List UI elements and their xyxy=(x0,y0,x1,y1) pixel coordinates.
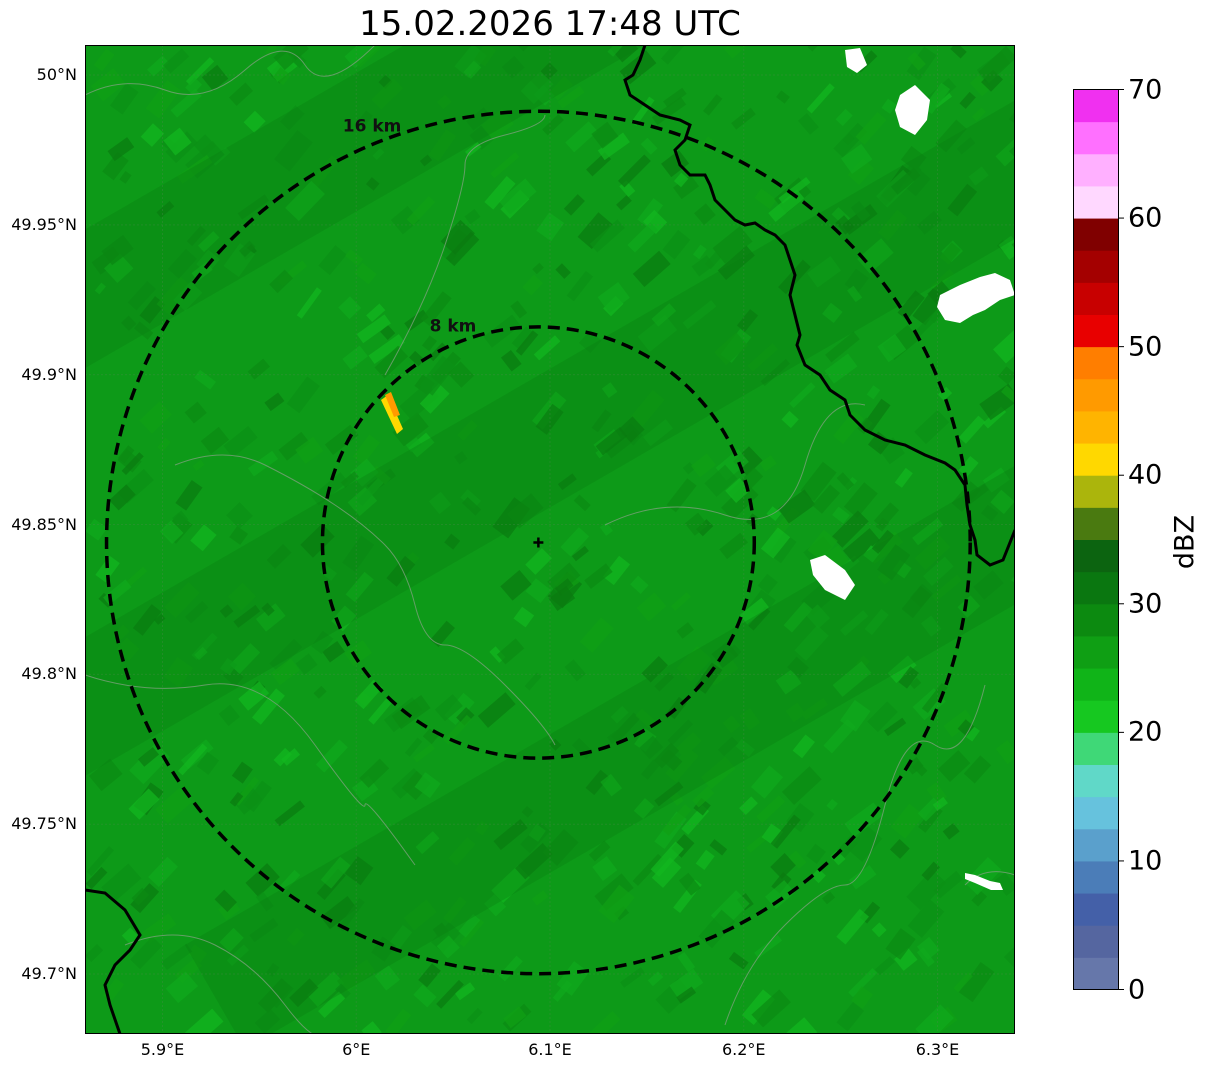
colorbar-swatch-18 xyxy=(1073,378,1119,412)
colorbar-swatch-17 xyxy=(1073,410,1119,444)
country-border xyxy=(623,45,1015,567)
colorbar-swatch-3 xyxy=(1073,860,1119,894)
admin-boundaries xyxy=(85,45,1015,1034)
colorbar-swatch-20 xyxy=(1073,314,1119,348)
lat-tick-label-5: 49.75°N xyxy=(11,814,77,834)
colorbar-swatch-19 xyxy=(1073,346,1119,380)
colorbar-label: dBZ xyxy=(1169,514,1201,570)
map-frame xyxy=(85,45,1015,1034)
colorbar-swatch-26 xyxy=(1073,121,1119,155)
colorbar-swatch-21 xyxy=(1073,282,1119,315)
lon-tick-label-3: 6.2°E xyxy=(721,1040,766,1059)
range-ring-8km xyxy=(320,325,757,760)
range-ring-label-1: 16 km xyxy=(343,117,402,137)
colorbar-swatch-8 xyxy=(1073,700,1119,733)
lon-tick-label-0: 5.9°E xyxy=(140,1040,185,1059)
colorbar-swatch-0 xyxy=(1073,957,1119,990)
colorbar-swatch-10 xyxy=(1073,635,1119,669)
colorbar-swatch-6 xyxy=(1073,764,1119,798)
country-border-sw xyxy=(85,888,142,1034)
colorbar-swatch-7 xyxy=(1073,732,1119,765)
colorbar-swatch-24 xyxy=(1073,185,1119,219)
colorbar-swatch-5 xyxy=(1073,796,1119,830)
colorbar-swatch-2 xyxy=(1073,893,1119,926)
lon-tick-label-4: 6.3°E xyxy=(915,1040,960,1059)
colorbar-swatch-11 xyxy=(1073,603,1119,637)
colorbar-tick-0: 0 xyxy=(1128,974,1146,1005)
map-title: 15.02.2026 17:48 UTC xyxy=(359,4,741,44)
colorbar-swatch-16 xyxy=(1073,443,1119,476)
colorbar-swatch-15 xyxy=(1073,475,1119,508)
colorbar-swatch-23 xyxy=(1073,218,1119,251)
no-data-patches xyxy=(810,48,1015,890)
colorbar-swatch-4 xyxy=(1073,828,1119,862)
lat-tick-label-1: 49.95°N xyxy=(11,214,77,234)
lat-tick-label-4: 49.8°N xyxy=(21,664,77,684)
colorbar-tick-3: 30 xyxy=(1128,588,1163,620)
colorbar-tick-7: 70 xyxy=(1128,74,1163,105)
colorbar-tick-1: 10 xyxy=(1128,845,1163,877)
colorbar-swatch-14 xyxy=(1073,507,1119,540)
radar-site-marker xyxy=(533,537,544,548)
colorbar-tick-6: 60 xyxy=(1128,202,1163,234)
colorbar-tick-2: 20 xyxy=(1128,716,1163,748)
colorbar-swatch-25 xyxy=(1073,153,1119,187)
echo-streak xyxy=(381,392,403,434)
lon-tick-label-1: 6°E xyxy=(342,1040,371,1059)
lat-tick-label-3: 49.85°N xyxy=(11,514,77,534)
colorbar-tick-5: 50 xyxy=(1128,331,1163,363)
colorbar xyxy=(1073,89,1124,990)
range-ring-label-0: 8 km xyxy=(430,316,477,336)
radar-map[interactable]: 8 km 16 km xyxy=(85,45,1015,1034)
colorbar-swatch-27 xyxy=(1073,89,1119,123)
colorbar-tick-4: 40 xyxy=(1128,459,1163,491)
lat-tick-label-6: 49.7°N xyxy=(21,964,77,984)
colorbar-swatch-9 xyxy=(1073,668,1119,701)
lat-tick-label-2: 49.9°N xyxy=(21,364,77,384)
colorbar-swatch-1 xyxy=(1073,925,1119,958)
lon-tick-label-2: 6.1°E xyxy=(528,1040,572,1059)
lat-tick-label-0: 50°N xyxy=(36,64,77,84)
colorbar-swatch-12 xyxy=(1073,571,1119,605)
colorbar-swatch-13 xyxy=(1073,539,1119,573)
reflectivity-texture xyxy=(85,45,1015,1034)
colorbar-swatch-22 xyxy=(1073,250,1119,283)
